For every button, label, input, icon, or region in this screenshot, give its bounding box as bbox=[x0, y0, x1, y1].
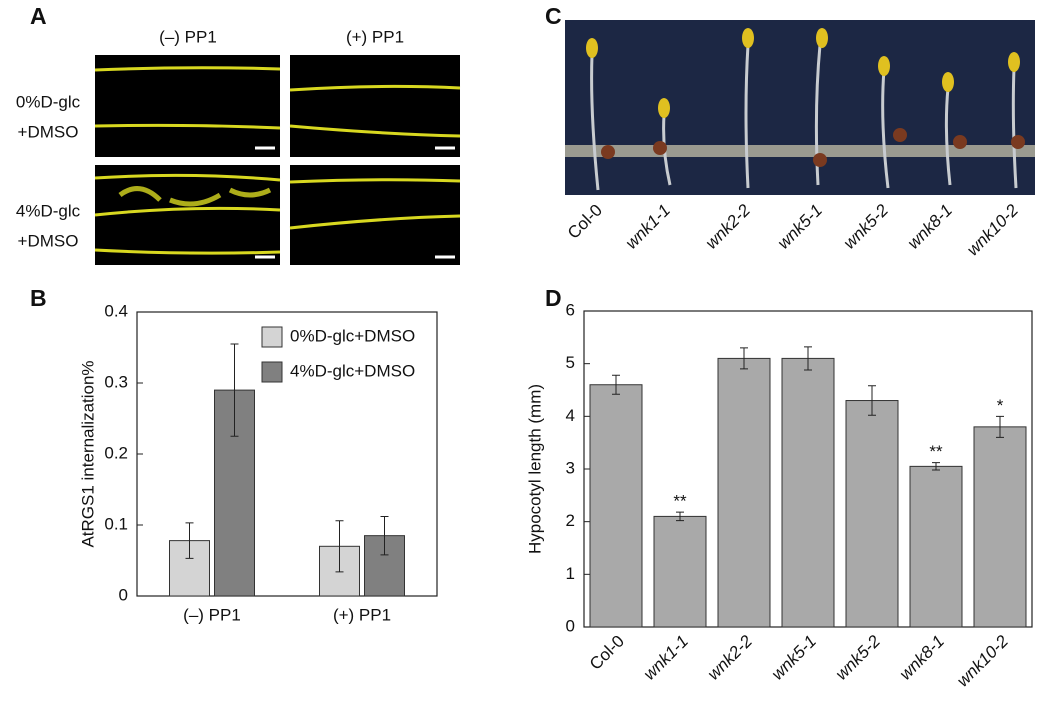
y-tick-label: 0 bbox=[566, 616, 575, 635]
significance-mark: * bbox=[997, 396, 1004, 415]
seedling-label: wnk2-2 bbox=[702, 200, 755, 253]
row-label: 0%D-glc bbox=[16, 92, 81, 111]
seedling-label: wnk10-2 bbox=[963, 200, 1022, 259]
bar bbox=[653, 515, 707, 628]
bar bbox=[909, 465, 963, 628]
seedling-label: wnk8-1 bbox=[904, 201, 956, 253]
y-tick-label: 2 bbox=[566, 511, 575, 530]
error-bar bbox=[740, 347, 748, 370]
x-tick-label: (+) PP1 bbox=[333, 605, 391, 624]
x-tick-label: wnk2-2 bbox=[704, 631, 757, 684]
row-label: +DMSO bbox=[18, 122, 79, 141]
error-bar bbox=[932, 462, 940, 471]
y-tick-label: 0.2 bbox=[104, 443, 128, 462]
y-axis-label: AtRGS1 internalization% bbox=[78, 360, 97, 547]
x-tick-label: wnk5-2 bbox=[832, 631, 885, 684]
y-tick-label: 3 bbox=[566, 458, 575, 477]
bar bbox=[845, 400, 899, 628]
row-label: +DMSO bbox=[18, 231, 79, 250]
y-tick-label: 0 bbox=[119, 585, 128, 604]
legend-label: 0%D-glc+DMSO bbox=[290, 326, 415, 345]
bar bbox=[589, 384, 643, 628]
bar bbox=[973, 426, 1027, 628]
seedling-photo bbox=[565, 20, 1035, 195]
y-tick-label: 1 bbox=[566, 564, 575, 583]
bar bbox=[781, 357, 835, 628]
panel-label: D bbox=[545, 285, 562, 311]
error-bar bbox=[676, 511, 684, 522]
legend-swatch bbox=[261, 361, 283, 383]
x-tick-label: wnk1-1 bbox=[640, 632, 692, 684]
panel-label: C bbox=[545, 3, 562, 29]
column-label: (–) PP1 bbox=[159, 27, 217, 46]
error-bar bbox=[804, 346, 812, 371]
error-bar bbox=[185, 522, 194, 559]
panel-label: A bbox=[30, 3, 47, 29]
y-tick-label: 0.3 bbox=[104, 372, 128, 391]
seedling-label: wnk5-2 bbox=[840, 200, 893, 253]
error-bar bbox=[230, 343, 239, 437]
panel-label: B bbox=[30, 285, 47, 311]
seedling-label: Col-0 bbox=[564, 201, 606, 243]
y-axis-label: Hypocotyl length (mm) bbox=[525, 384, 544, 554]
x-tick-label: wnk10-2 bbox=[953, 631, 1012, 690]
legend-swatch bbox=[261, 326, 283, 348]
x-tick-label: (–) PP1 bbox=[183, 605, 241, 624]
legend-label: 4%D-glc+DMSO bbox=[290, 361, 415, 380]
x-tick-label: Col-0 bbox=[586, 632, 628, 674]
micrographs bbox=[94, 55, 461, 265]
significance-mark: ** bbox=[673, 492, 687, 511]
error-bar bbox=[612, 374, 620, 395]
error-bar bbox=[335, 520, 344, 573]
y-tick-label: 5 bbox=[566, 353, 575, 372]
y-tick-label: 0.4 bbox=[104, 301, 128, 320]
y-tick-label: 4 bbox=[566, 406, 575, 425]
x-tick-label: wnk5-1 bbox=[768, 632, 820, 684]
x-tick-label: wnk8-1 bbox=[896, 632, 948, 684]
y-tick-label: 0.1 bbox=[104, 514, 128, 533]
significance-mark: ** bbox=[929, 442, 943, 461]
bar bbox=[717, 357, 771, 628]
y-tick-label: 6 bbox=[566, 300, 575, 319]
row-label: 4%D-glc bbox=[16, 201, 81, 220]
seedling-label: wnk5-1 bbox=[774, 201, 826, 253]
error-bar bbox=[868, 385, 876, 416]
seedling-label: wnk1-1 bbox=[622, 201, 674, 253]
error-bar bbox=[380, 515, 389, 556]
error-bar bbox=[996, 415, 1004, 438]
column-label: (+) PP1 bbox=[346, 27, 404, 46]
